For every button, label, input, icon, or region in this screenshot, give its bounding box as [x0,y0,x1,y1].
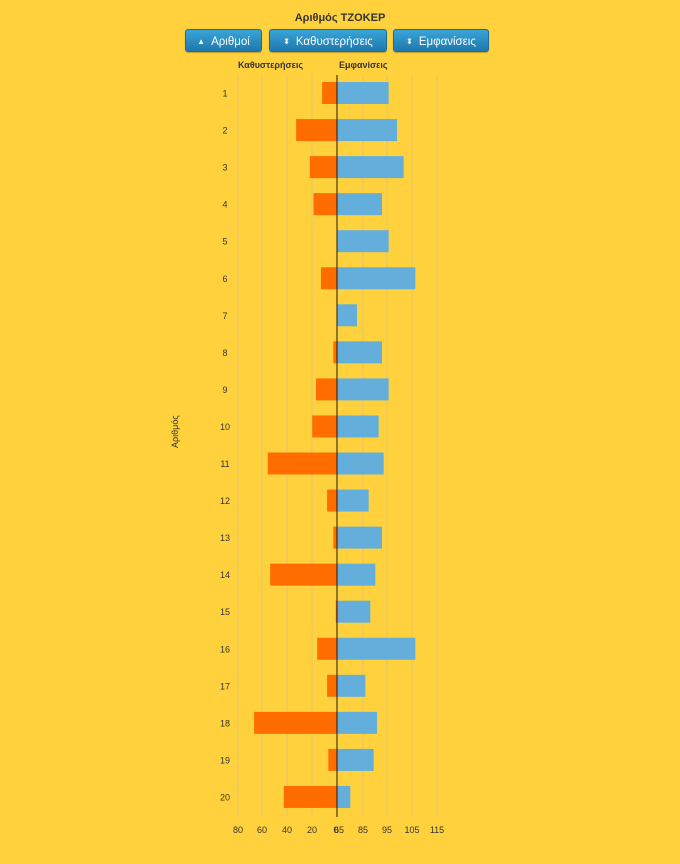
category-label: 1 [222,89,227,99]
category-label: 14 [220,570,230,580]
appearance-bar [337,193,382,216]
appearances-sort-button[interactable]: ⬍ Εμφανίσεις [393,29,489,52]
category-label: 19 [220,755,230,765]
delay-bar [335,600,337,623]
appearance-bar [337,378,389,401]
category-label: 3 [222,163,227,173]
triangle-up-icon: ▲ [197,37,206,46]
delay-bar [309,156,337,179]
delay-bar [327,489,337,512]
category-label: 17 [220,681,230,691]
delay-bar [313,193,337,216]
appearance-bar [337,267,416,290]
delay-bar [322,82,337,104]
category-label: 9 [222,385,227,395]
category-label: 2 [222,126,227,136]
delay-bar [327,674,337,697]
chart-title: Αριθμός ΤΖΟΚΕΡ [294,12,386,24]
delay-bar [267,452,337,475]
delay-bar [315,378,337,401]
category-label: 7 [222,311,227,321]
appearance-bar [337,674,366,697]
appearance-bar [337,785,351,808]
appearance-bar [337,637,416,660]
appearance-bar [337,82,389,104]
category-label: 15 [220,607,230,617]
category-label: 6 [222,274,227,284]
appearance-bar [337,119,397,142]
appearance-bar [337,230,389,253]
x-tick-label: 60 [257,825,267,835]
sort-arrows-icon: ⬍ [406,37,413,46]
appearance-bar [337,563,376,586]
delay-bar [254,711,337,734]
appearance-bar [337,748,374,771]
appearance-bar [337,526,382,549]
x-tick-label: 95 [382,825,392,835]
category-label: 16 [220,644,230,654]
x-tick-label: 0 [333,825,338,835]
delay-bar [296,119,337,142]
x-tick-label: 105 [404,825,419,835]
delays-sort-button[interactable]: ⬍ Καθυστερήσεις [269,29,387,52]
delay-bar [333,526,337,549]
category-label: 8 [222,348,227,358]
appearances-sort-label: Εμφανίσεις [418,36,476,48]
delay-bar [317,637,337,660]
category-label: 5 [222,237,227,247]
x-tick-label: 65 [334,825,344,835]
x-tick-label: 115 [430,825,444,835]
category-label: 11 [220,459,229,469]
category-label: 18 [220,718,230,728]
x-tick-label: 80 [233,825,243,835]
numbers-sort-label: Αριθμοί [211,36,250,48]
category-label: 13 [220,533,230,543]
numbers-sort-button[interactable]: ▲ Αριθμοί [185,29,262,52]
left-series-header: Καθυστερήσεις [238,60,304,70]
delay-bar [333,341,337,364]
delay-bar [312,415,337,438]
x-tick-label: 20 [307,825,317,835]
x-tick-label: 85 [358,825,368,835]
appearance-bar [337,156,404,179]
delay-bar [270,563,337,586]
appearance-bar [337,489,369,512]
right-series-header: Εμφανίσεις [339,60,388,70]
appearance-bar [337,341,382,364]
appearance-bar [337,304,357,327]
appearance-bar [337,711,377,734]
category-label: 4 [222,200,227,210]
category-label: 10 [220,422,230,432]
delay-bar [320,267,337,290]
delay-bar [328,748,337,771]
category-label: 12 [220,496,230,506]
delays-sort-label: Καθυστερήσεις [295,36,373,48]
x-tick-label: 40 [282,825,292,835]
sort-arrows-icon: ⬍ [283,37,290,46]
appearance-bar [337,452,384,475]
category-label: 20 [220,792,230,802]
delay-bar [283,785,337,808]
appearance-bar [337,600,371,623]
appearance-bar [337,415,379,438]
